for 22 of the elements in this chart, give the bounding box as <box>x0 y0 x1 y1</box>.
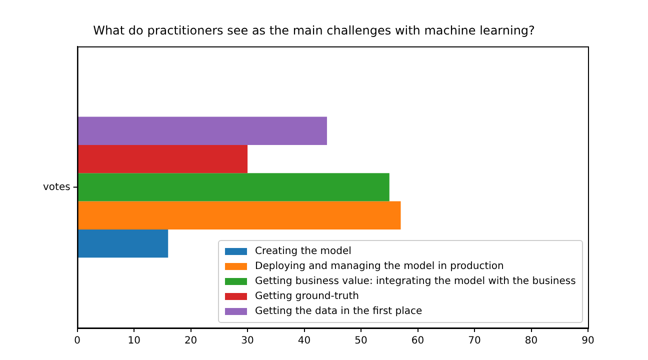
x-tick-label: 0 <box>74 336 81 347</box>
legend-label: Getting ground-truth <box>255 291 360 302</box>
bar <box>78 144 248 174</box>
bar <box>78 173 390 202</box>
x-tick-label: 40 <box>298 336 311 347</box>
legend-label: Getting the data in the first place <box>255 306 422 317</box>
y-tick-label: votes <box>42 182 70 193</box>
bar <box>78 201 401 230</box>
x-tick-label: 90 <box>582 336 594 347</box>
x-tick-label: 70 <box>468 336 481 347</box>
legend-label: Getting business value: integrating the model with the business <box>255 276 576 287</box>
chart-title: What do practitioners see as the main challenges with machine learning? <box>93 23 535 38</box>
bar <box>78 229 168 258</box>
legend-label: Deploying and managing the model in production <box>255 261 504 272</box>
x-tick-label: 10 <box>128 336 140 347</box>
x-tick-label: 50 <box>354 336 368 347</box>
x-tick-label: 80 <box>524 336 538 347</box>
x-tick-label: 20 <box>184 336 198 347</box>
x-tick-label: 30 <box>241 336 254 347</box>
x-tick-label: 60 <box>411 336 424 347</box>
legend-label: Creating the model <box>255 246 352 257</box>
bar <box>78 116 327 145</box>
